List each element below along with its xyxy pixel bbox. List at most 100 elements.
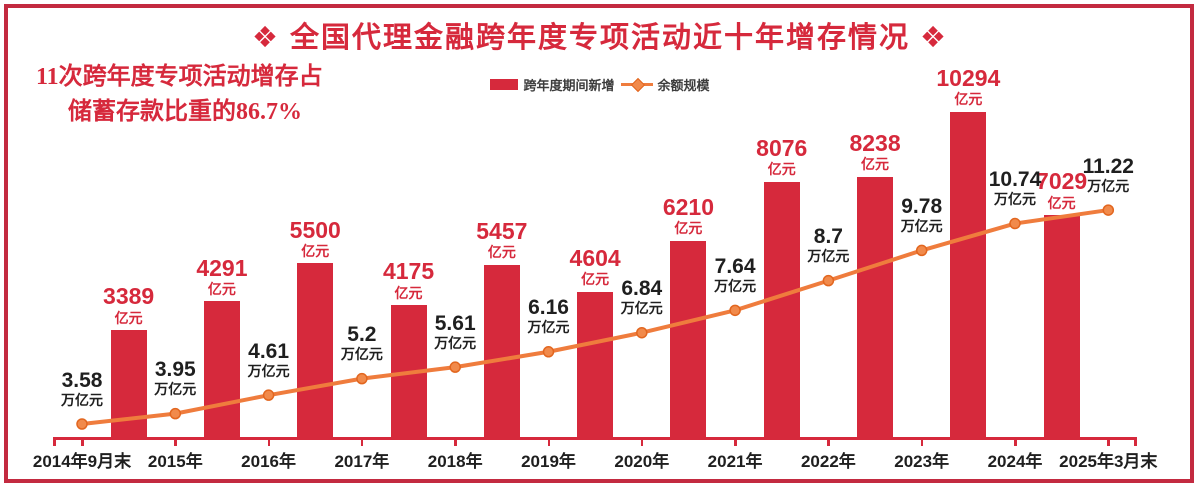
line-point-marker — [262, 389, 275, 401]
line-point-marker — [636, 326, 648, 339]
x-axis-tick — [920, 440, 924, 446]
x-axis-label: 2021年 — [707, 452, 763, 471]
bar-value-unit: 亿元 — [207, 281, 236, 298]
bar-value-unit: 亿元 — [1047, 194, 1076, 211]
line-value: 10.74 — [988, 168, 1042, 192]
line-value-unit: 万亿元 — [61, 391, 103, 408]
x-axis-label: 2025年3月末 — [1059, 452, 1158, 471]
line-value: 5.61 — [434, 311, 476, 335]
bar-value-label: 8238 亿元 — [849, 130, 901, 173]
x-axis-tick — [267, 440, 271, 446]
line-value: 6.84 — [621, 277, 663, 301]
bar-value-label: 8076 亿元 — [756, 135, 807, 178]
line-value-unit: 万亿元 — [807, 248, 850, 265]
line-value: 11.22 — [1082, 154, 1134, 178]
legend: 跨年度期间新增 余额规模 — [0, 74, 1200, 94]
bar — [670, 240, 707, 437]
line-value-label: 6.16 万亿元 — [528, 296, 570, 335]
line-value: 5.2 — [347, 323, 377, 347]
line-value: 3.95 — [154, 358, 196, 382]
chart-title: ❖ 全国代理金融跨年度专项活动近十年增存情况 ❖ — [251, 22, 949, 54]
bar-value-unit: 亿元 — [114, 309, 143, 326]
line-value-unit: 万亿元 — [434, 334, 477, 351]
x-axis-label: 2024年 — [987, 452, 1043, 471]
line-value: 4.61 — [248, 339, 290, 363]
bar-value-unit: 亿元 — [301, 242, 330, 259]
line-value: 6.16 — [528, 296, 569, 320]
bar — [950, 111, 987, 437]
bar-value: 5500 — [289, 216, 341, 243]
x-axis-endcap — [53, 437, 56, 446]
bar-value: 5457 — [476, 217, 528, 244]
x-axis-tick — [454, 440, 457, 446]
bar-value-label: 7029 亿元 — [1036, 168, 1088, 211]
bar — [577, 291, 614, 437]
x-axis-tick — [827, 440, 830, 446]
line-value-label: 7.64 万亿元 — [714, 255, 756, 294]
x-axis-label: 2015年 — [147, 452, 203, 471]
line-value-unit: 万亿元 — [527, 319, 570, 336]
bar-value-unit: 亿元 — [954, 91, 983, 108]
line-value-label: 5.61 万亿元 — [434, 312, 476, 351]
line-value-unit: 万亿元 — [900, 218, 943, 235]
line-value-label: 6.84 万亿元 — [621, 277, 663, 316]
x-axis-tick — [1014, 440, 1017, 446]
bar-value-unit: 亿元 — [487, 244, 516, 261]
line-point-marker — [76, 418, 88, 430]
bar-value: 4175 — [382, 258, 435, 285]
line-value-label: 4.61 万亿元 — [248, 340, 290, 379]
bar-value: 4604 — [569, 244, 621, 271]
line-value-label: 9.78 万亿元 — [901, 195, 943, 234]
bar-value: 4291 — [196, 254, 248, 281]
line-point-marker — [822, 274, 835, 287]
x-axis-tick — [174, 440, 177, 446]
bar — [1043, 214, 1080, 437]
line-point-marker — [915, 244, 928, 257]
line-value: 8.7 — [813, 225, 843, 249]
line-value-unit: 万亿元 — [340, 346, 383, 363]
bar — [763, 181, 800, 437]
highlight-note-line-1: 11次跨年度专项活动增存占 — [36, 64, 323, 90]
line-point-marker — [169, 407, 182, 420]
bar — [297, 263, 334, 437]
bar-value-label: 10294 亿元 — [936, 65, 1001, 108]
line-value-unit: 万亿元 — [714, 277, 757, 294]
line-value-unit: 万亿元 — [247, 362, 290, 379]
bar-series-swatch-icon — [490, 78, 519, 90]
line-point-marker — [449, 361, 461, 373]
bar-value-label: 4604 亿元 — [569, 244, 621, 288]
bar — [483, 264, 520, 437]
x-axis-endcap — [1134, 437, 1137, 446]
x-axis-label: 2022年 — [800, 452, 856, 471]
line-value: 7.64 — [714, 254, 756, 278]
legend-item-bar-series: 跨年度期间新增 — [490, 75, 615, 94]
x-axis-label: 2016年 — [241, 452, 297, 471]
line-series-swatch-icon — [620, 77, 653, 92]
line-value-label: 11.22 万亿元 — [1083, 155, 1134, 194]
line-value-unit: 万亿元 — [1087, 177, 1130, 194]
bar-value: 10294 — [936, 65, 1001, 92]
line-value: 3.58 — [61, 368, 103, 392]
x-axis-label: 2017年 — [334, 452, 390, 471]
x-axis-label: 2018年 — [427, 452, 483, 471]
x-axis-tick — [547, 440, 550, 446]
bar — [203, 301, 240, 437]
line-value-label: 10.74 万亿元 — [989, 168, 1042, 207]
bar-value-label: 3389 亿元 — [103, 283, 155, 326]
bar — [110, 329, 147, 437]
x-axis-label: 2020年 — [614, 452, 670, 471]
bar-value: 7029 — [1036, 168, 1088, 195]
bar — [857, 176, 894, 437]
line-value-label: 3.58 万亿元 — [61, 369, 103, 408]
bar-value: 3389 — [103, 283, 155, 310]
x-axis-tick — [1107, 440, 1110, 446]
bar-value: 8238 — [849, 130, 901, 156]
x-axis-tick — [640, 440, 644, 446]
bar-value-label: 5500 亿元 — [289, 216, 341, 260]
line-value-unit: 万亿元 — [154, 381, 197, 398]
highlight-note-line-2: 储蓄存款比重的86.7% — [68, 98, 302, 125]
line-point-marker — [1009, 217, 1021, 230]
line-value-label: 3.95 万亿元 — [154, 358, 196, 397]
bar-value-label: 4175 亿元 — [383, 259, 434, 301]
